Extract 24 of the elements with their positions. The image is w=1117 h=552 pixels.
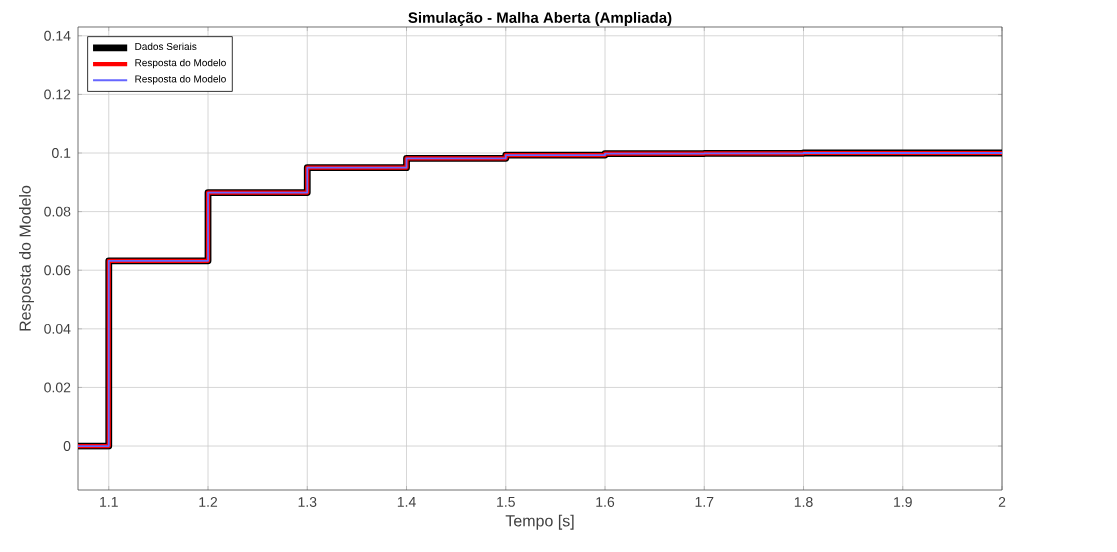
y-tick-label: 0.06 bbox=[44, 265, 71, 276]
x-tick-label: 1.4 bbox=[397, 497, 416, 507]
x-tick-label: 1.5 bbox=[497, 497, 515, 507]
chart-title: Simulação - Malha Aberta (Ampliada) bbox=[408, 11, 672, 26]
x-tick-label: 1.1 bbox=[100, 497, 118, 507]
y-tick-label: 0.02 bbox=[44, 382, 71, 393]
y-tick-label: 0.1 bbox=[52, 148, 71, 158]
x-axis-title: Tempo [s] bbox=[505, 514, 574, 530]
y-tick-label: 0.08 bbox=[44, 206, 71, 217]
legend-label: Resposta do Modelo bbox=[135, 75, 226, 85]
y-axis-title: Resposta do Modelo bbox=[19, 185, 34, 331]
x-tick-label: 1.7 bbox=[695, 497, 714, 507]
x-tick-label: 1.3 bbox=[298, 497, 317, 507]
x-tick-label: 1.9 bbox=[894, 497, 912, 507]
y-tick-label: 0.12 bbox=[44, 89, 71, 100]
y-tick-label: 0.14 bbox=[44, 30, 71, 41]
x-tick-label: 2 bbox=[998, 497, 1006, 507]
x-tick-label: 1.2 bbox=[199, 497, 218, 507]
x-tick-label: 1.8 bbox=[794, 497, 813, 507]
legend-label: Resposta do Modelo bbox=[135, 58, 226, 69]
x-tick-label: 1.6 bbox=[596, 497, 615, 507]
y-tick-label: 0.04 bbox=[44, 323, 71, 334]
y-tick-label: 0 bbox=[63, 441, 71, 451]
legend-label: Dados Seriais bbox=[135, 42, 197, 50]
